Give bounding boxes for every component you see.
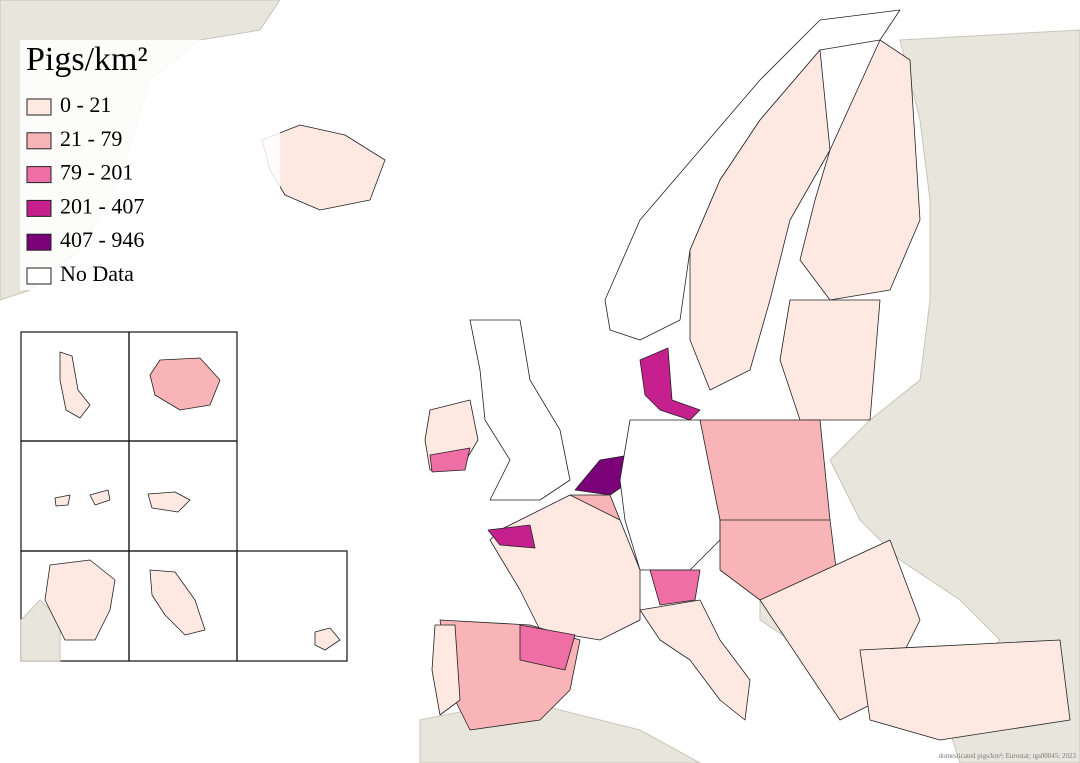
region-aragon xyxy=(519,624,576,671)
region-alps xyxy=(649,569,701,606)
region-iceland xyxy=(261,124,386,211)
region-turkey xyxy=(859,639,1071,741)
inset-frame xyxy=(236,550,348,662)
region-finland xyxy=(799,39,921,301)
legend-label: 407 - 946 xyxy=(60,227,144,252)
legend-label: 0 - 21 xyxy=(60,92,111,117)
legend-swatch xyxy=(26,233,52,251)
legend-box xyxy=(20,40,280,290)
legend-label: 201 - 407 xyxy=(60,193,144,218)
inset-guadeloupe xyxy=(314,627,341,651)
legend-swatch xyxy=(26,132,52,150)
region-italy xyxy=(639,599,751,721)
legend-title: Pigs/km² xyxy=(26,41,148,78)
legend-label: 21 - 79 xyxy=(60,126,122,151)
legend-swatch xyxy=(26,98,52,116)
inset-martinique xyxy=(149,569,206,636)
inset-mayotte xyxy=(59,351,91,419)
legend-label: 79 - 201 xyxy=(60,160,133,185)
legend-swatch xyxy=(26,267,52,285)
region-n-ireland xyxy=(429,447,471,473)
inset-frame xyxy=(20,440,130,552)
region-denmark xyxy=(639,347,701,421)
inset-guiana xyxy=(44,559,116,641)
legend-label: No Data xyxy=(60,261,134,286)
inset-madeira xyxy=(147,491,191,513)
region-sweden xyxy=(689,49,831,391)
legend-swatch xyxy=(26,166,52,184)
legend: 0 - 21 21 - 79 79 - 201 201 - 407 407 - 946 N… xyxy=(26,92,144,286)
insets xyxy=(20,331,348,662)
region-uk xyxy=(469,319,571,501)
legend-swatch xyxy=(26,199,52,217)
region-portugal xyxy=(431,624,461,716)
regions xyxy=(261,9,1071,741)
inset-reunion xyxy=(149,357,221,411)
inset-canaries xyxy=(54,489,111,507)
region-baltics xyxy=(779,299,881,421)
credit: domesticated pigs/km²; Eurostat; tgs0004… xyxy=(939,752,1077,760)
region-brittany xyxy=(487,524,536,549)
